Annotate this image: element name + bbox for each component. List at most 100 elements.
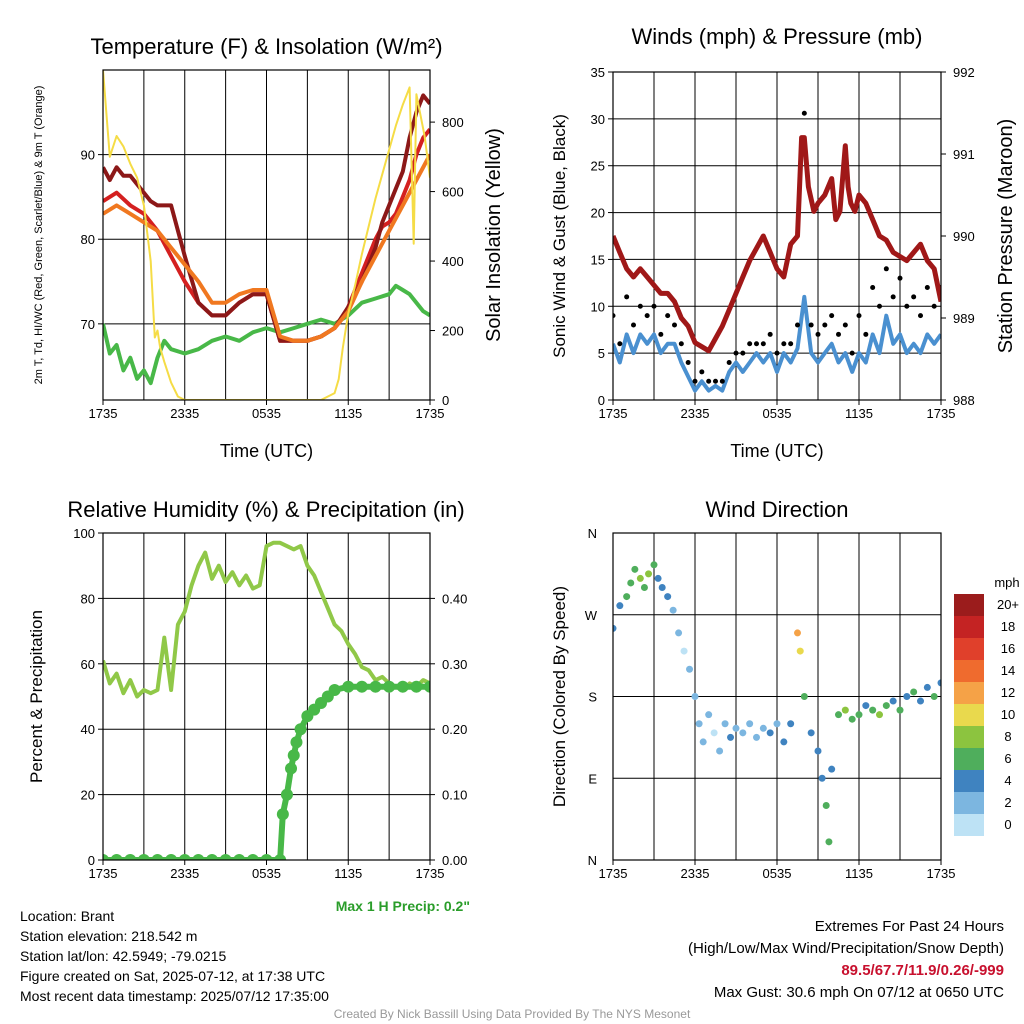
direction-point: [699, 738, 707, 746]
elevation-text: Station elevation: 218.542 m: [20, 928, 198, 944]
gust-point: [678, 341, 684, 347]
direction-point: [691, 693, 699, 700]
gust-point: [713, 378, 718, 384]
series-td: [103, 283, 430, 386]
plot-area: [103, 70, 430, 400]
direction-point: [787, 720, 795, 728]
direction-point: [658, 584, 666, 591]
colorbar-label: 18: [1001, 619, 1015, 634]
x-tick-label: 2335: [681, 406, 710, 421]
colorbar-swatch: [954, 638, 984, 660]
precip-point: [103, 854, 109, 860]
direction-point: [917, 697, 924, 705]
y-tick-label: 35: [591, 65, 605, 80]
y-right-tick-label: 0.20: [442, 722, 467, 737]
precip-point: [137, 854, 150, 860]
precip-point: [110, 854, 123, 860]
gust-point: [795, 322, 800, 328]
y-right-tick-label: 989: [953, 311, 975, 326]
gust-point: [754, 341, 759, 347]
gust-point: [897, 275, 903, 281]
colorbar-label: 4: [1004, 773, 1011, 788]
gust-point: [883, 266, 889, 272]
colorbar-swatch: [954, 704, 984, 726]
y-tick-label: 70: [81, 317, 95, 332]
gust-point: [781, 341, 787, 347]
gust-point: [904, 303, 910, 309]
max-gust-text: Max Gust: 30.6 mph On 07/12 at 0650 UTC: [713, 984, 1004, 1001]
chart-title: Temperature (F) & Insolation (W/m²): [90, 34, 442, 59]
direction-point: [818, 774, 826, 782]
precip-point: [151, 854, 164, 860]
gust-point: [808, 322, 814, 328]
gust-point: [617, 341, 623, 347]
y-right-tick-label: 800: [442, 115, 464, 130]
gust-point: [870, 285, 876, 291]
gust-point: [788, 341, 794, 347]
y-tick-label: 20: [591, 206, 605, 221]
direction-point: [835, 711, 842, 719]
colorbar-swatch: [954, 616, 984, 638]
colorbar-swatch: [954, 748, 984, 770]
created-text: Figure created on Sat, 2025-07-12, at 17…: [20, 968, 326, 984]
plot-area: [613, 561, 941, 846]
y-tick-label: N: [588, 526, 597, 541]
precip-point: [274, 854, 287, 860]
direction-point: [910, 688, 918, 696]
precip-point: [206, 854, 218, 860]
direction-point: [650, 561, 658, 569]
gust-point: [822, 322, 828, 328]
extremes-values: 89.5/67.7/11.9/0.26/-999: [841, 962, 1004, 979]
series-station-pressure: [613, 135, 941, 354]
y-tick-label: 20: [81, 788, 95, 803]
y-right-axis-label: Station Pressure (Maroon): [995, 119, 1017, 354]
direction-point: [636, 574, 644, 582]
y-right-tick-label: 991: [953, 147, 975, 162]
gust-point: [747, 341, 753, 347]
colorbar-label: 2: [1004, 795, 1011, 810]
direction-point: [825, 838, 833, 846]
precip-annotation: Max 1 H Precip: 0.2": [336, 898, 470, 914]
direction-point: [759, 724, 767, 732]
y-right-tick-label: 0.40: [442, 591, 467, 606]
plot-area: [103, 540, 430, 860]
precip-point: [342, 680, 355, 693]
gust-point: [767, 331, 773, 337]
precip-point: [285, 762, 298, 775]
y-right-tick-label: 988: [953, 393, 975, 408]
chart-title: Winds (mph) & Pressure (mb): [632, 24, 923, 49]
gust-point: [699, 369, 705, 375]
gust-point: [931, 303, 937, 309]
precip-point: [276, 808, 289, 821]
plot-frame: [102, 69, 431, 401]
colorbar-label: 10: [1001, 707, 1015, 722]
colorbar-swatch: [954, 594, 984, 616]
gust-point: [672, 322, 677, 328]
y-right-tick-label: 0.00: [442, 853, 467, 868]
precip-point: [233, 854, 246, 860]
gust-point: [760, 341, 766, 347]
direction-point: [721, 720, 729, 728]
x-tick-label: 2335: [681, 866, 710, 881]
direction-point: [766, 729, 774, 737]
x-tick-label: 1735: [927, 406, 956, 421]
gust-point: [665, 313, 671, 319]
x-axis-label: Time (UTC): [730, 441, 823, 461]
direction-point: [753, 733, 760, 741]
gust-point: [733, 350, 739, 356]
direction-point: [882, 702, 890, 710]
precip-point: [328, 683, 341, 696]
direction-point: [876, 711, 883, 719]
credit-text: Created By Nick Bassill Using Data Provi…: [333, 1007, 691, 1021]
x-tick-label: 1135: [845, 406, 873, 421]
gust-point: [815, 331, 821, 337]
station-info: Location: Brant Station elevation: 218.5…: [20, 906, 329, 1006]
y-right-tick-label: 990: [953, 229, 975, 244]
direction-point: [727, 733, 735, 741]
direction-point: [794, 629, 801, 637]
y-right-axis-label: Solar Insolation (Yellow): [483, 128, 505, 342]
gust-point: [829, 313, 835, 319]
chart-temperature: 70 80 90 0 200 400 600 800 1735 2335 0535 1135 1735 T…: [33, 34, 505, 461]
gust-point: [877, 303, 882, 309]
direction-point: [613, 624, 617, 632]
